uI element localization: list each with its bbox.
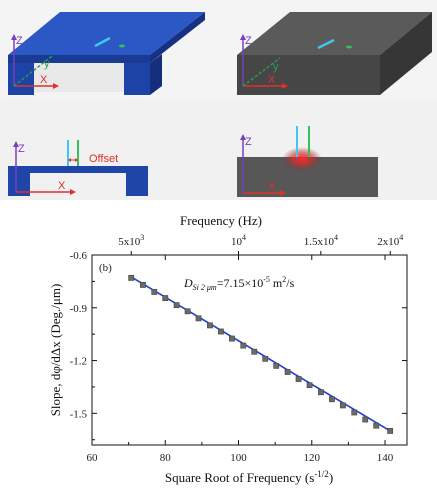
fit-line [130, 276, 391, 432]
annotation-exponent: -5 [263, 275, 270, 284]
axis-z-label: Z [18, 143, 25, 155]
data-point [351, 409, 358, 416]
data-point [162, 295, 169, 302]
plot-frame [91, 254, 408, 446]
top-tick-label: 2x104 [377, 233, 403, 248]
bulk-section-axes: Z X [240, 134, 286, 196]
x-tick-label: 60 [87, 452, 99, 464]
annotation-value: =7.15×10 [217, 276, 264, 290]
top-axis-ticks: 5x103 104 1.5x104 2x104 [118, 233, 403, 255]
x-axis-title-main: Square Root of Frequency (s [165, 470, 314, 485]
data-point [151, 289, 158, 295]
schematic-bulk-section [237, 126, 378, 197]
annotation-subscript: Si 2 μm [193, 283, 217, 292]
annotation-unit-end: /s [286, 276, 294, 290]
annotation-unit-exp: 2 [282, 275, 286, 284]
data-point [340, 402, 346, 409]
y-tick-label: -0.9 [70, 303, 88, 315]
data-points [128, 274, 394, 434]
y-axis-ticks: -0.6 -0.9 -1.2 -1.5 [70, 250, 407, 441]
top-axis-title: Frequency (Hz) [180, 213, 262, 228]
data-point [173, 302, 180, 309]
annotation-prefix: D [183, 276, 193, 290]
bulk-3d-axes: Z X y [240, 34, 288, 89]
data-point [387, 428, 394, 434]
schematic-bulk-3d [237, 12, 432, 95]
y-axis-title: Slope, dφ/dΔx (Deg./μm) [48, 284, 63, 417]
membrane-section-axes: Z X [13, 141, 76, 195]
axis-y-label: y [273, 61, 279, 73]
axis-x-label: X [40, 74, 48, 86]
axis-y-label: y [44, 58, 50, 70]
data-point [207, 322, 213, 329]
y-tick-label: -1.5 [70, 408, 88, 420]
data-point [373, 422, 380, 429]
y-tick-label: -1.2 [70, 356, 87, 368]
axis-z-label: Z [16, 35, 23, 47]
data-point [240, 342, 247, 349]
top-tick-label: 1.5x104 [304, 233, 338, 248]
diffusivity-annotation: DSi 2 μm=7.15×10-5 m2/s [183, 275, 295, 292]
x-tick-label: 100 [230, 452, 247, 464]
offset-label: Offset [89, 153, 118, 165]
x-tick-label: 140 [377, 452, 394, 464]
axis-x-label: X [268, 74, 276, 86]
data-point [306, 382, 313, 389]
axis-x-label: X [58, 180, 66, 192]
x-tick-label: 80 [160, 452, 172, 464]
x-tick-label: 120 [304, 452, 321, 464]
data-point [262, 355, 269, 362]
x-axis-title-end: ) [329, 470, 333, 485]
top-tick-label: 104 [231, 233, 246, 248]
data-point [251, 348, 258, 355]
annotation-unit: m [270, 276, 283, 290]
membrane-3d-axes: Z X y [11, 34, 59, 89]
axis-z-label: Z [245, 35, 252, 47]
x-axis-ticks: 60 80 100 120 140 [87, 255, 394, 464]
data-point [229, 335, 235, 342]
data-point [273, 362, 280, 369]
top-tick-label: 5x103 [118, 233, 144, 248]
data-point [140, 282, 146, 288]
axis-z-label: Z [245, 136, 252, 148]
data-point [362, 416, 369, 423]
data-point [295, 376, 302, 382]
x-axis-title-exp: -1/2 [314, 469, 329, 479]
panel-label: (b) [99, 262, 112, 274]
schematic-membrane-section: Offset [8, 140, 148, 196]
y-tick-label: -0.6 [70, 250, 88, 262]
x-axis-title: Square Root of Frequency (s-1/2) [165, 469, 333, 485]
data-point [195, 315, 202, 322]
data-point [318, 389, 324, 396]
data-point [184, 308, 191, 315]
axis-x-label: X [268, 181, 276, 193]
data-point [329, 396, 335, 403]
data-point [284, 369, 291, 375]
data-point [218, 328, 224, 335]
data-point [128, 274, 135, 281]
